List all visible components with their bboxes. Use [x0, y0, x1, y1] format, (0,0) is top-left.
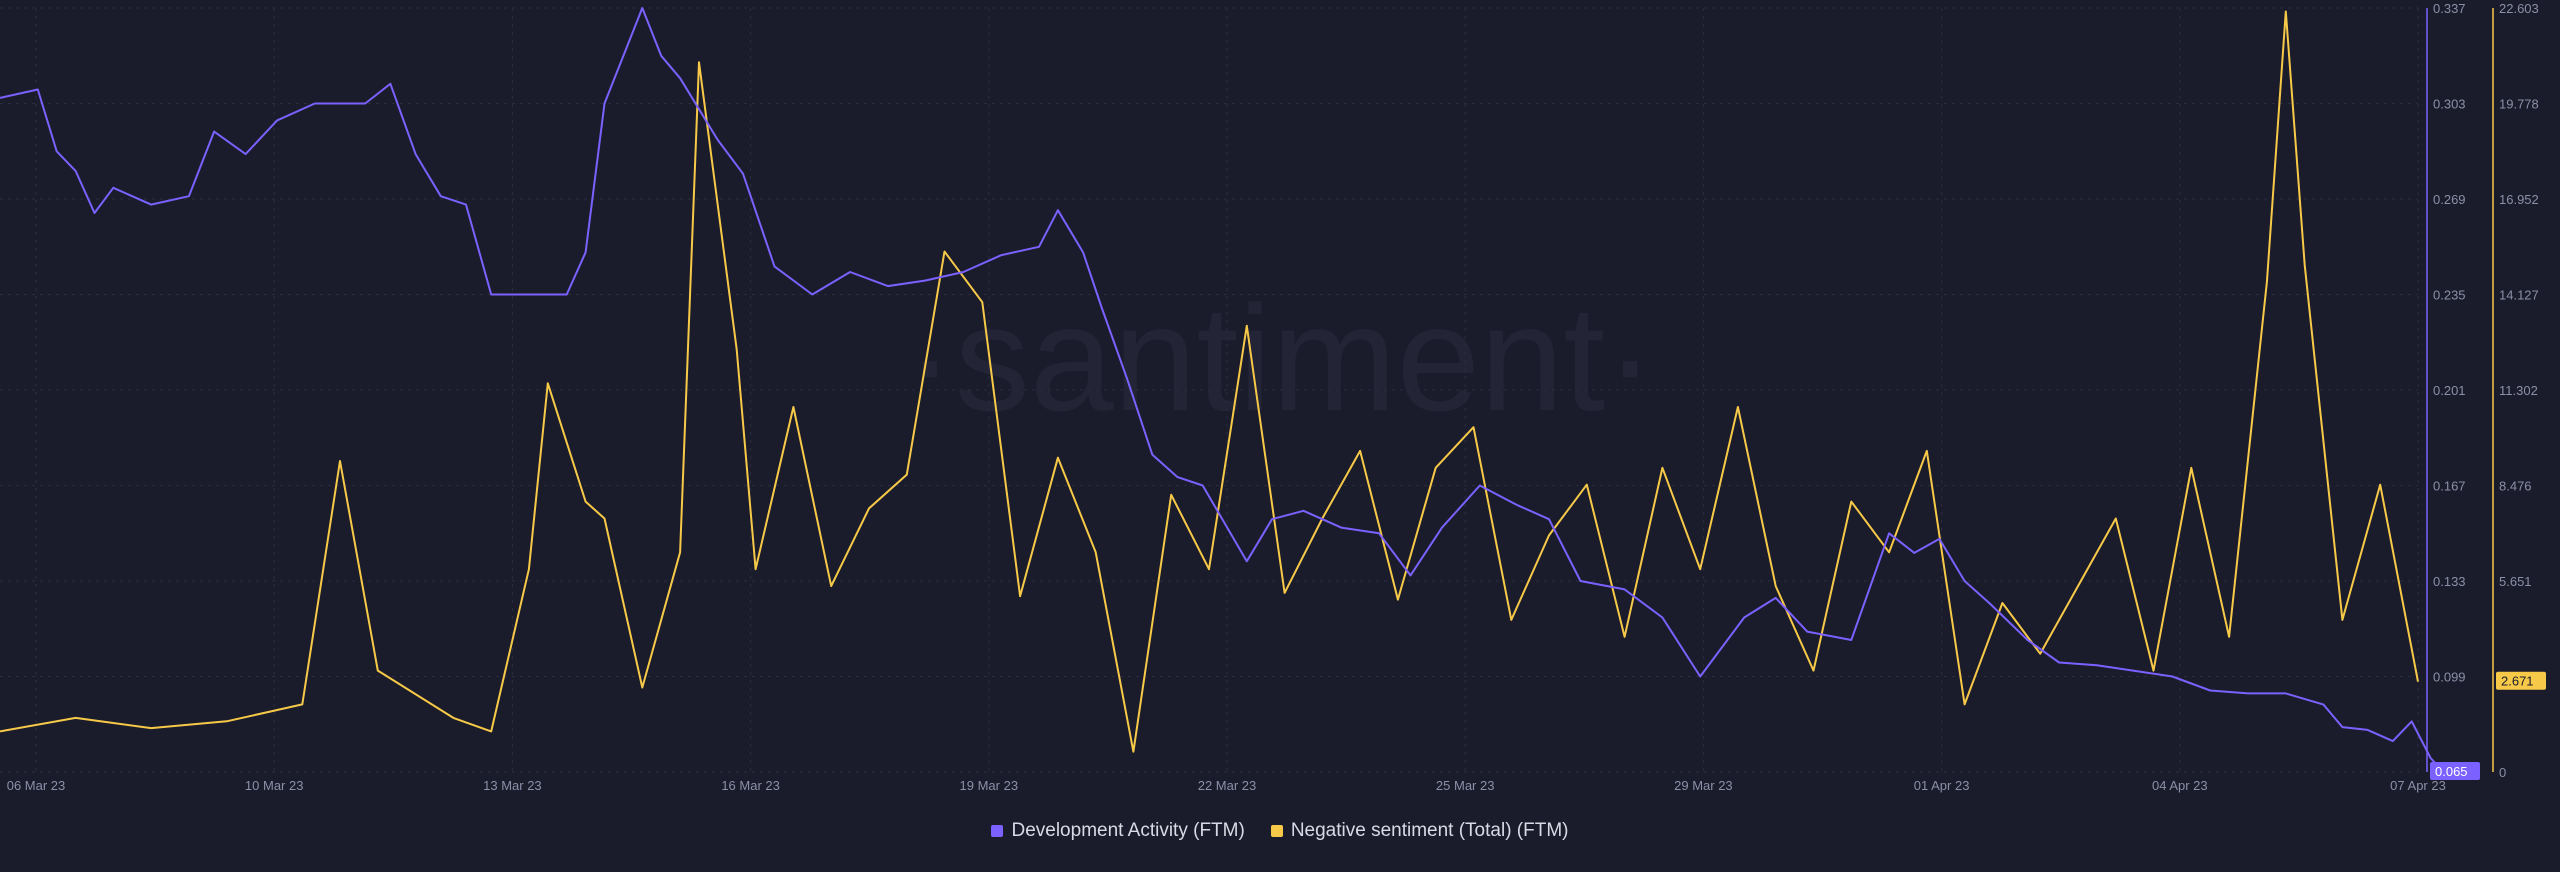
- sentiment-current-badge-text: 2.671: [2501, 674, 2534, 689]
- sentiment-current-badge-bg: [2496, 671, 2546, 690]
- x-tick-label: 06 Mar 23: [7, 778, 66, 793]
- sentiment-tick-label: 5.651: [2499, 574, 2532, 589]
- x-tick-label: 01 Apr 23: [1914, 778, 1970, 793]
- x-tick-label: 10 Mar 23: [245, 778, 304, 793]
- sentiment-tick-label: 0: [2499, 765, 2506, 780]
- legend-swatch-negative-sentiment: [1270, 825, 1283, 837]
- legend: Development Activity (FTM) Negative sent…: [0, 820, 2560, 842]
- legend-label: Development Activity (FTM): [1011, 820, 1245, 841]
- x-tick-label: 07 Apr 23: [2390, 778, 2446, 793]
- sentiment-tick-label: 19.778: [2499, 97, 2539, 112]
- dev-activity-current-badge-text: 0.065: [2435, 764, 2468, 779]
- dev-activity-tick-label: 0.201: [2433, 383, 2466, 398]
- sentiment-tick-label: 16.952: [2499, 192, 2539, 207]
- dev-activity-tick-label: 0.133: [2433, 574, 2466, 589]
- dev-activity-tick-label: 0.337: [2433, 1, 2466, 16]
- dev-activity-tick-label: 0.269: [2433, 192, 2466, 207]
- dev-activity-tick-label: 0.303: [2433, 97, 2466, 112]
- x-tick-label: 16 Mar 23: [721, 778, 780, 793]
- grid: [0, 7, 2419, 773]
- series-layer: [0, 7, 2444, 773]
- sentiment-tick-label: 22.603: [2499, 1, 2539, 16]
- legend-item-development-activity[interactable]: Development Activity (FTM): [991, 820, 1245, 842]
- dev-activity-tick-label: 0.099: [2433, 670, 2466, 685]
- legend-swatch-development-activity: [991, 825, 1004, 837]
- axes: 06 Mar 23 10 Mar 23 13 Mar 23 16 Mar 23 19 M…: [7, 1, 2546, 793]
- series-development-activity: [0, 7, 2444, 773]
- legend-label: Negative sentiment (Total) (FTM): [1290, 820, 1569, 841]
- x-tick-label: 19 Mar 23: [960, 778, 1019, 793]
- dev-activity-tick-label: 0.167: [2433, 479, 2466, 494]
- sentiment-tick-label: 8.476: [2499, 479, 2532, 494]
- x-tick-label: 29 Mar 23: [1674, 778, 1733, 793]
- dev-activity-tick-label: 0.235: [2433, 288, 2466, 303]
- sentiment-tick-label: 14.127: [2499, 288, 2539, 303]
- x-tick-label: 25 Mar 23: [1436, 778, 1495, 793]
- series-negative-sentiment: [0, 10, 2419, 753]
- dev-activity-current-badge-bg: [2430, 762, 2480, 780]
- x-tick-label: 13 Mar 23: [483, 778, 542, 793]
- santiment-watermark: ·santiment·: [905, 274, 1655, 442]
- x-tick-label: 22 Mar 23: [1198, 778, 1257, 793]
- sentiment-tick-label: 11.302: [2499, 383, 2538, 398]
- legend-item-negative-sentiment[interactable]: Negative sentiment (Total) (FTM): [1270, 820, 1569, 842]
- x-tick-label: 04 Apr 23: [2152, 778, 2208, 793]
